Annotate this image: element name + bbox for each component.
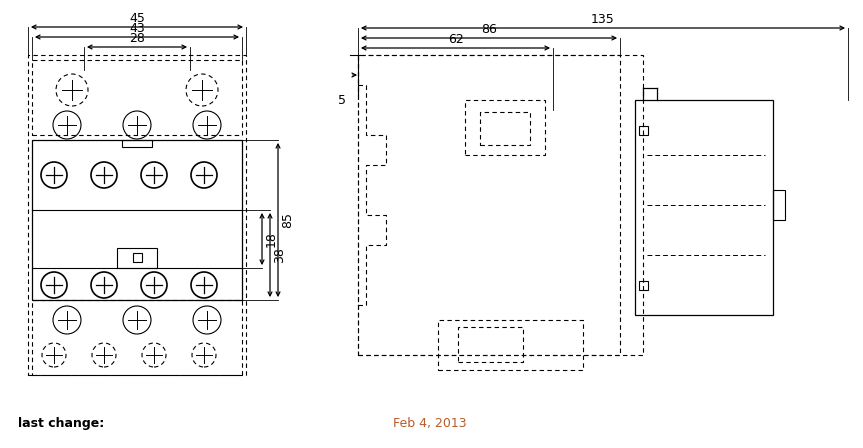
Text: 135: 135 — [591, 13, 614, 26]
Text: 43: 43 — [129, 22, 145, 35]
Text: last change:: last change: — [18, 417, 104, 430]
Bar — [639, 126, 648, 135]
Text: 45: 45 — [129, 12, 145, 25]
Bar — [122, 140, 152, 147]
Text: 18: 18 — [265, 231, 278, 247]
Text: 38: 38 — [273, 247, 286, 263]
Text: 62: 62 — [448, 33, 463, 46]
Text: 85: 85 — [281, 212, 294, 228]
Text: 86: 86 — [481, 23, 497, 36]
Text: 28: 28 — [129, 32, 145, 45]
Text: 5: 5 — [338, 94, 346, 107]
Bar — [133, 253, 142, 262]
Text: Feb 4, 2013: Feb 4, 2013 — [394, 417, 467, 430]
Bar — [639, 281, 648, 290]
